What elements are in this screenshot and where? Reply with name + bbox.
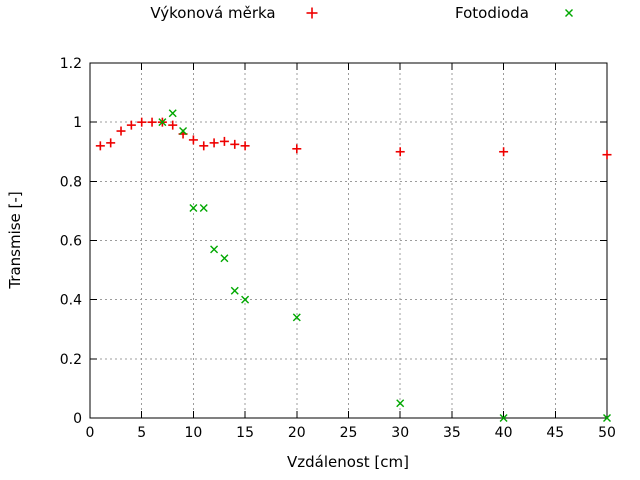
data-point-x bbox=[499, 414, 508, 422]
data-point-x bbox=[210, 245, 219, 254]
data-point-x bbox=[220, 254, 229, 263]
x-tick-label: 10 bbox=[184, 425, 202, 441]
y-tick-label: 1.2 bbox=[60, 56, 82, 72]
x-tick-label: 15 bbox=[236, 425, 254, 441]
y-tick-label: 0.4 bbox=[60, 293, 82, 309]
x-tick-label: 45 bbox=[546, 425, 564, 441]
legend-marker-x-icon bbox=[565, 9, 573, 17]
data-point-x bbox=[158, 118, 167, 127]
x-tick-label: 25 bbox=[340, 425, 358, 441]
x-tick-label: 20 bbox=[288, 425, 306, 441]
x-tick-label: 0 bbox=[86, 425, 95, 441]
x-tick-label: 5 bbox=[137, 425, 146, 441]
data-point-x bbox=[199, 203, 208, 212]
x-tick-label: 35 bbox=[443, 425, 461, 441]
x-tick-label: 40 bbox=[495, 425, 513, 441]
y-tick-label: 0.8 bbox=[60, 174, 82, 190]
data-point-x bbox=[396, 399, 405, 408]
x-tick-label: 50 bbox=[598, 425, 616, 441]
y-tick-label: 1 bbox=[73, 115, 82, 131]
legend-label-vykonova-merka: Výkonová měrka bbox=[150, 4, 276, 22]
data-point-x bbox=[292, 313, 301, 322]
x-axis-title: Vzdálenost [cm] bbox=[287, 453, 409, 471]
data-point-x bbox=[168, 109, 177, 118]
x-tick-label: 30 bbox=[391, 425, 409, 441]
legend-label-fotodioda: Fotodioda bbox=[455, 4, 529, 22]
data-point-x bbox=[230, 286, 239, 295]
data-point-x bbox=[603, 414, 611, 422]
data-point-x bbox=[179, 127, 188, 136]
y-tick-label: 0.6 bbox=[60, 234, 82, 250]
y-tick-label: 0.2 bbox=[60, 352, 82, 368]
data-point-x bbox=[241, 295, 250, 304]
y-tick-label: 0 bbox=[73, 411, 82, 427]
legend-marker-plus-icon bbox=[306, 7, 318, 19]
data-point-x bbox=[189, 203, 198, 212]
